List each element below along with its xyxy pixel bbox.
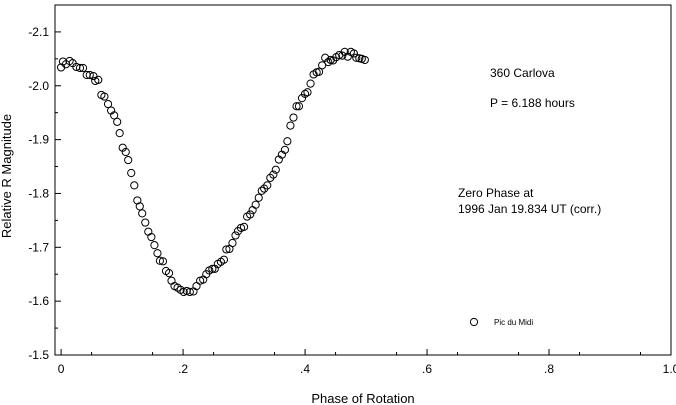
data-point (349, 49, 358, 58)
x-axis-label: Phase of Rotation (311, 391, 414, 405)
data-point (321, 53, 330, 62)
data-point (300, 89, 310, 98)
data-point (251, 200, 260, 209)
data-point (286, 121, 295, 130)
data-point (103, 99, 113, 109)
y-tick-label: -1.9 (28, 133, 49, 147)
data-point (280, 145, 290, 154)
data-point (150, 241, 159, 250)
legend-marker (469, 317, 479, 327)
data-point (360, 55, 369, 65)
y-axis-ticks: -2.1 -2.0 -1.9 -1.8 -1.7 -1.6 -1.5 (28, 25, 61, 362)
data-point (158, 257, 168, 266)
data-point (219, 255, 229, 264)
data-point (124, 155, 133, 165)
data-point (269, 170, 278, 179)
data-point (118, 143, 127, 152)
data-point (164, 269, 174, 278)
zero-phase-annotation-line2: 1996 Jan 19.834 UT (corr.) (458, 202, 601, 216)
data-point (135, 202, 144, 211)
y-tick-label: -2.1 (28, 25, 49, 39)
data-point (289, 113, 298, 122)
y-tick-label: -1.7 (28, 240, 49, 254)
x-tick-label: .2 (178, 362, 188, 376)
data-point (121, 147, 130, 157)
x-tick-label: 0 (58, 362, 65, 376)
data-point (113, 117, 122, 126)
data-point (306, 79, 315, 88)
data-point (155, 256, 165, 265)
data-point (231, 231, 240, 240)
x-tick-label: .6 (422, 362, 432, 376)
x-tick-label: .4 (300, 362, 310, 376)
data-point (115, 129, 124, 138)
data-point (352, 53, 361, 62)
data-point (303, 88, 312, 97)
plot-frame (54, 4, 672, 356)
data-point (138, 209, 147, 218)
zero-phase-annotation-line1: Zero Phase at (458, 186, 534, 200)
data-point (185, 287, 194, 297)
x-tick-label: .8 (544, 362, 554, 376)
data-point (100, 92, 109, 101)
data-point (130, 181, 139, 190)
data-point (324, 57, 333, 67)
legend-label: Pic du Midi (494, 318, 533, 327)
legend: Pic du Midi (469, 317, 533, 327)
data-point (228, 238, 237, 248)
data-points (56, 47, 369, 297)
data-point (78, 63, 88, 73)
data-point (254, 193, 263, 202)
data-point (246, 210, 255, 219)
y-tick-label: -1.6 (28, 294, 49, 308)
data-point (248, 206, 257, 215)
data-point (144, 227, 153, 236)
data-point (147, 232, 156, 242)
data-point (94, 75, 103, 84)
data-point (294, 102, 304, 111)
data-point (239, 222, 249, 231)
data-point (153, 249, 162, 258)
data-point (75, 63, 85, 73)
data-point (110, 111, 119, 120)
data-point (297, 94, 307, 103)
y-tick-label: -1.8 (28, 186, 49, 200)
data-point (141, 218, 150, 227)
data-point (314, 67, 324, 76)
data-point (263, 181, 272, 190)
data-point (167, 276, 176, 285)
data-point (271, 165, 280, 174)
data-point (283, 137, 292, 146)
data-point (222, 245, 231, 254)
object-name-annotation: 360 Carlova (490, 66, 555, 80)
data-point (127, 168, 136, 178)
y-tick-label: -2.0 (28, 79, 49, 93)
x-axis-ticks: 0 .2 .4 .6 .8 1.0 (58, 349, 676, 376)
data-point (292, 102, 301, 111)
period-annotation: P = 6.188 hours (490, 96, 575, 110)
data-point (192, 281, 201, 291)
data-point (257, 186, 266, 195)
y-axis-label: Relative R Magnitude (0, 114, 14, 238)
data-point (85, 70, 94, 80)
data-point (208, 264, 217, 273)
x-tick-label: 1.0 (663, 362, 676, 376)
y-tick-label: -1.5 (28, 348, 49, 362)
